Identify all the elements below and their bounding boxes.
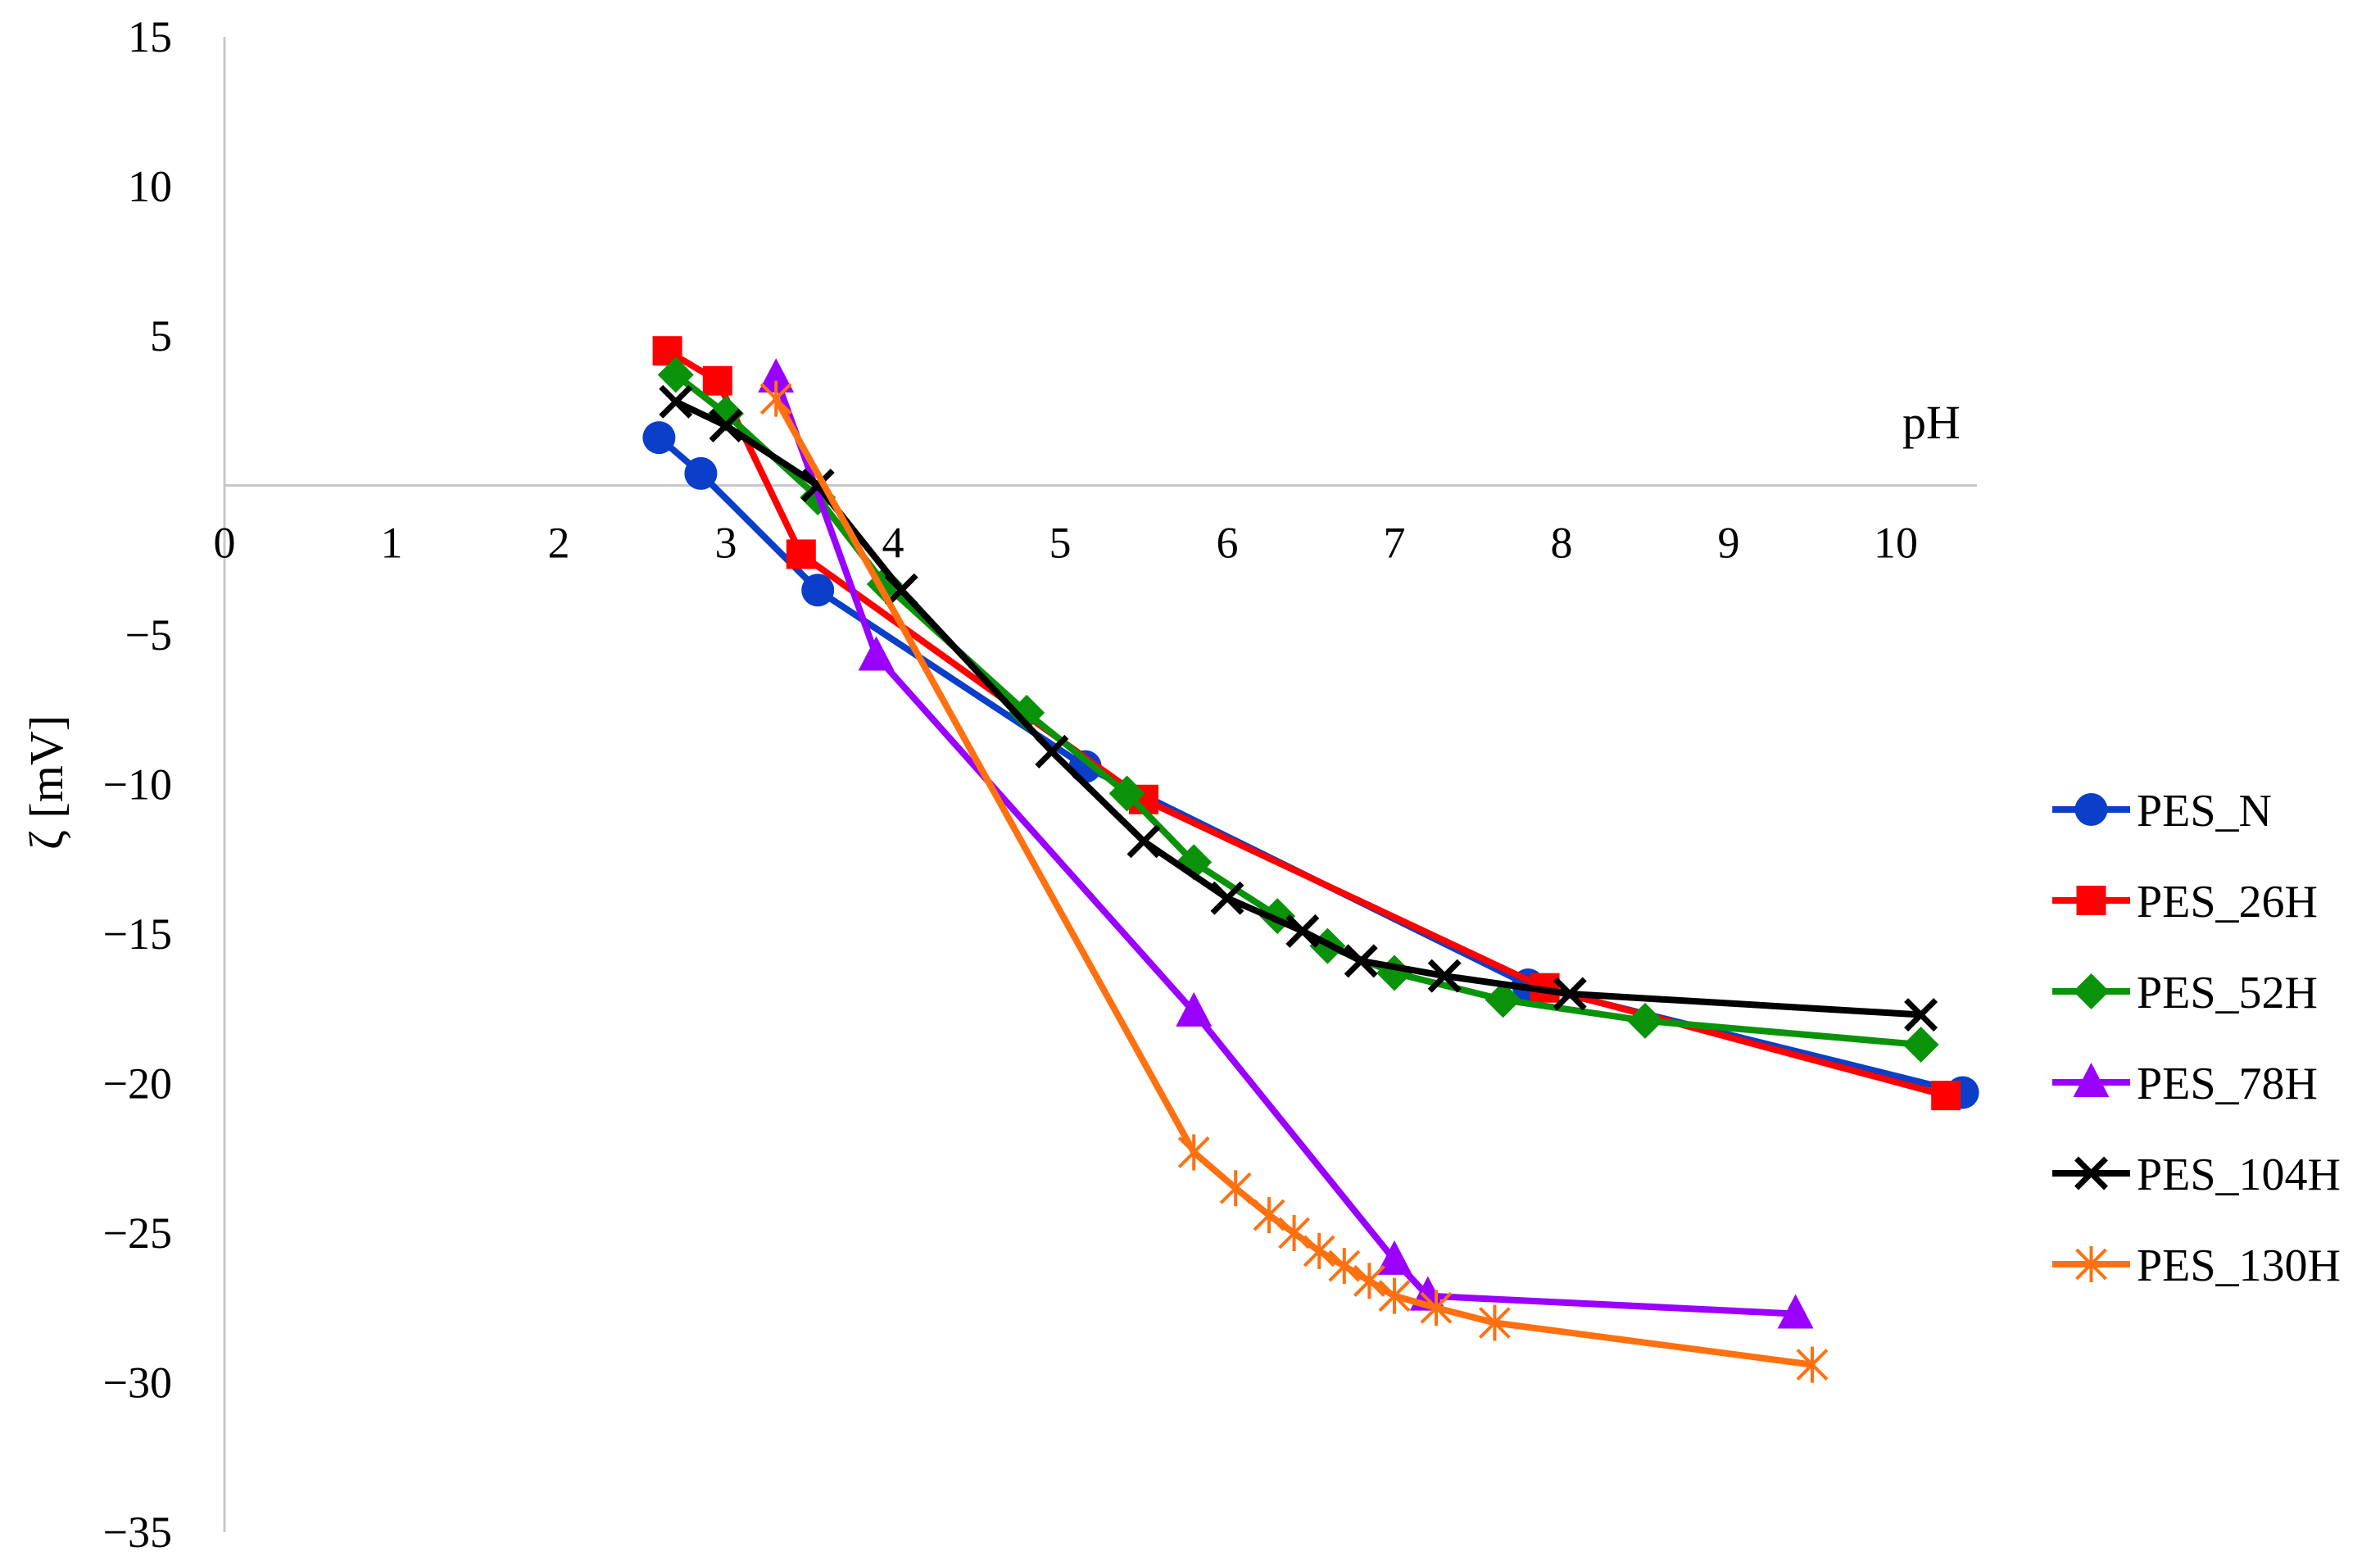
data-point — [708, 395, 744, 432]
legend-marker — [2074, 1156, 2108, 1190]
data-point — [884, 573, 918, 607]
data-point — [1627, 1002, 1663, 1039]
data-point — [1127, 824, 1161, 859]
x-tick-label: 0 — [214, 519, 236, 568]
x-tick-label: 7 — [1384, 519, 1406, 568]
y-tick-label: 10 — [128, 162, 172, 211]
data-point — [702, 365, 732, 396]
legend-marker — [2073, 973, 2110, 1009]
data-point — [1378, 1277, 1411, 1314]
x-tick-label: 3 — [715, 519, 737, 568]
data-point — [1478, 1304, 1511, 1341]
data-point — [1285, 914, 1320, 948]
series-pes-26h — [652, 336, 1961, 1111]
legend-item: PES_78H — [2052, 1059, 2318, 1109]
data-point — [1353, 1263, 1385, 1299]
legend-item: PES_130H — [2052, 1240, 2341, 1291]
data-point — [1303, 1232, 1335, 1269]
x-tick-label: 5 — [1049, 519, 1072, 568]
legend-marker — [2075, 1246, 2107, 1282]
x-tick-label: 8 — [1551, 519, 1573, 568]
data-point — [1553, 977, 1587, 1011]
y-tick-label: −25 — [103, 1209, 172, 1258]
data-point — [1376, 1240, 1412, 1275]
y-tick-label: −20 — [103, 1059, 172, 1109]
data-point — [1777, 1294, 1814, 1329]
data-point — [1931, 1081, 1961, 1111]
data-point — [684, 456, 718, 490]
data-point — [1376, 955, 1412, 991]
data-point — [1253, 1197, 1285, 1234]
series-line — [672, 371, 1924, 1049]
legend-marker — [2073, 1063, 2110, 1097]
x-tick-label: 10 — [1874, 519, 1918, 568]
data-point — [1009, 694, 1045, 731]
legend-marker — [2076, 886, 2106, 915]
data-point — [709, 409, 743, 442]
legend-label: PES_N — [2137, 786, 2272, 837]
data-point — [1219, 1170, 1252, 1207]
legend-item: PES_N — [2052, 786, 2272, 837]
data-point — [1176, 991, 1213, 1027]
series-pes-104h — [659, 384, 1938, 1032]
legend-label: PES_26H — [2137, 877, 2318, 927]
series-pes-52h — [657, 356, 1939, 1063]
legend-item: PES_52H — [2052, 968, 2318, 1018]
x-tick-label: 4 — [882, 519, 904, 568]
y-tick-label: −10 — [103, 760, 172, 809]
legend-label: PES_78H — [2137, 1059, 2318, 1109]
data-point — [642, 421, 676, 455]
axes — [223, 37, 1977, 1532]
data-point — [1904, 998, 1938, 1032]
data-point — [1485, 982, 1521, 1018]
series-line — [664, 347, 1950, 1100]
legend-item: PES_104H — [2052, 1150, 2341, 1200]
series-pes-78h — [758, 358, 1814, 1329]
data-point — [759, 380, 792, 417]
y-tick-label: −35 — [103, 1508, 172, 1557]
data-point — [801, 574, 835, 607]
data-point — [1427, 959, 1462, 993]
y-tick-label: −5 — [125, 610, 172, 660]
data-point — [659, 384, 693, 419]
legend-marker — [2074, 793, 2108, 826]
data-point — [1210, 881, 1244, 915]
y-tick-label: 5 — [150, 311, 172, 361]
series-line — [672, 398, 1924, 1018]
x-tick-label: 2 — [548, 519, 570, 568]
data-point — [1035, 734, 1069, 769]
series-lines — [642, 336, 1979, 1383]
data-point — [1177, 1134, 1210, 1171]
legend-label: PES_104H — [2137, 1150, 2341, 1200]
legend-item: PES_26H — [2052, 877, 2318, 927]
x-tick-label: 6 — [1217, 519, 1239, 568]
data-point — [1902, 1027, 1939, 1063]
legend-label: PES_52H — [2137, 968, 2318, 1018]
data-point — [858, 636, 895, 671]
x-tick-label: 1 — [381, 519, 403, 568]
x-axis-title: pH — [1902, 396, 1961, 449]
data-point — [1108, 775, 1145, 812]
series-pes-130h — [759, 380, 1829, 1383]
legend-label: PES_130H — [2137, 1240, 2341, 1291]
data-point — [758, 358, 795, 393]
y-tick-label: −15 — [103, 909, 172, 959]
data-point — [1328, 1248, 1361, 1285]
y-tick-label: 15 — [128, 12, 172, 61]
data-point — [657, 356, 694, 393]
data-point — [1420, 1290, 1453, 1326]
y-axis-title: ζ [mV] — [20, 715, 73, 850]
data-point — [1344, 944, 1378, 978]
data-point — [1278, 1215, 1311, 1251]
data-point — [1796, 1346, 1829, 1383]
x-tick-label: 9 — [1718, 519, 1740, 568]
legend: PES_N PES_26H PES_52H PES_78H PES_104H PES_13… — [2052, 786, 2341, 1291]
y-tick-label: −30 — [103, 1358, 172, 1408]
data-point — [786, 539, 816, 569]
series-line — [773, 374, 1799, 1317]
tick-labels: 0 1 2 3 4 5 6 7 8 9 10 15 10 5 −5 −10 −15 −20 −25 −30 −35 — [103, 12, 1918, 1557]
